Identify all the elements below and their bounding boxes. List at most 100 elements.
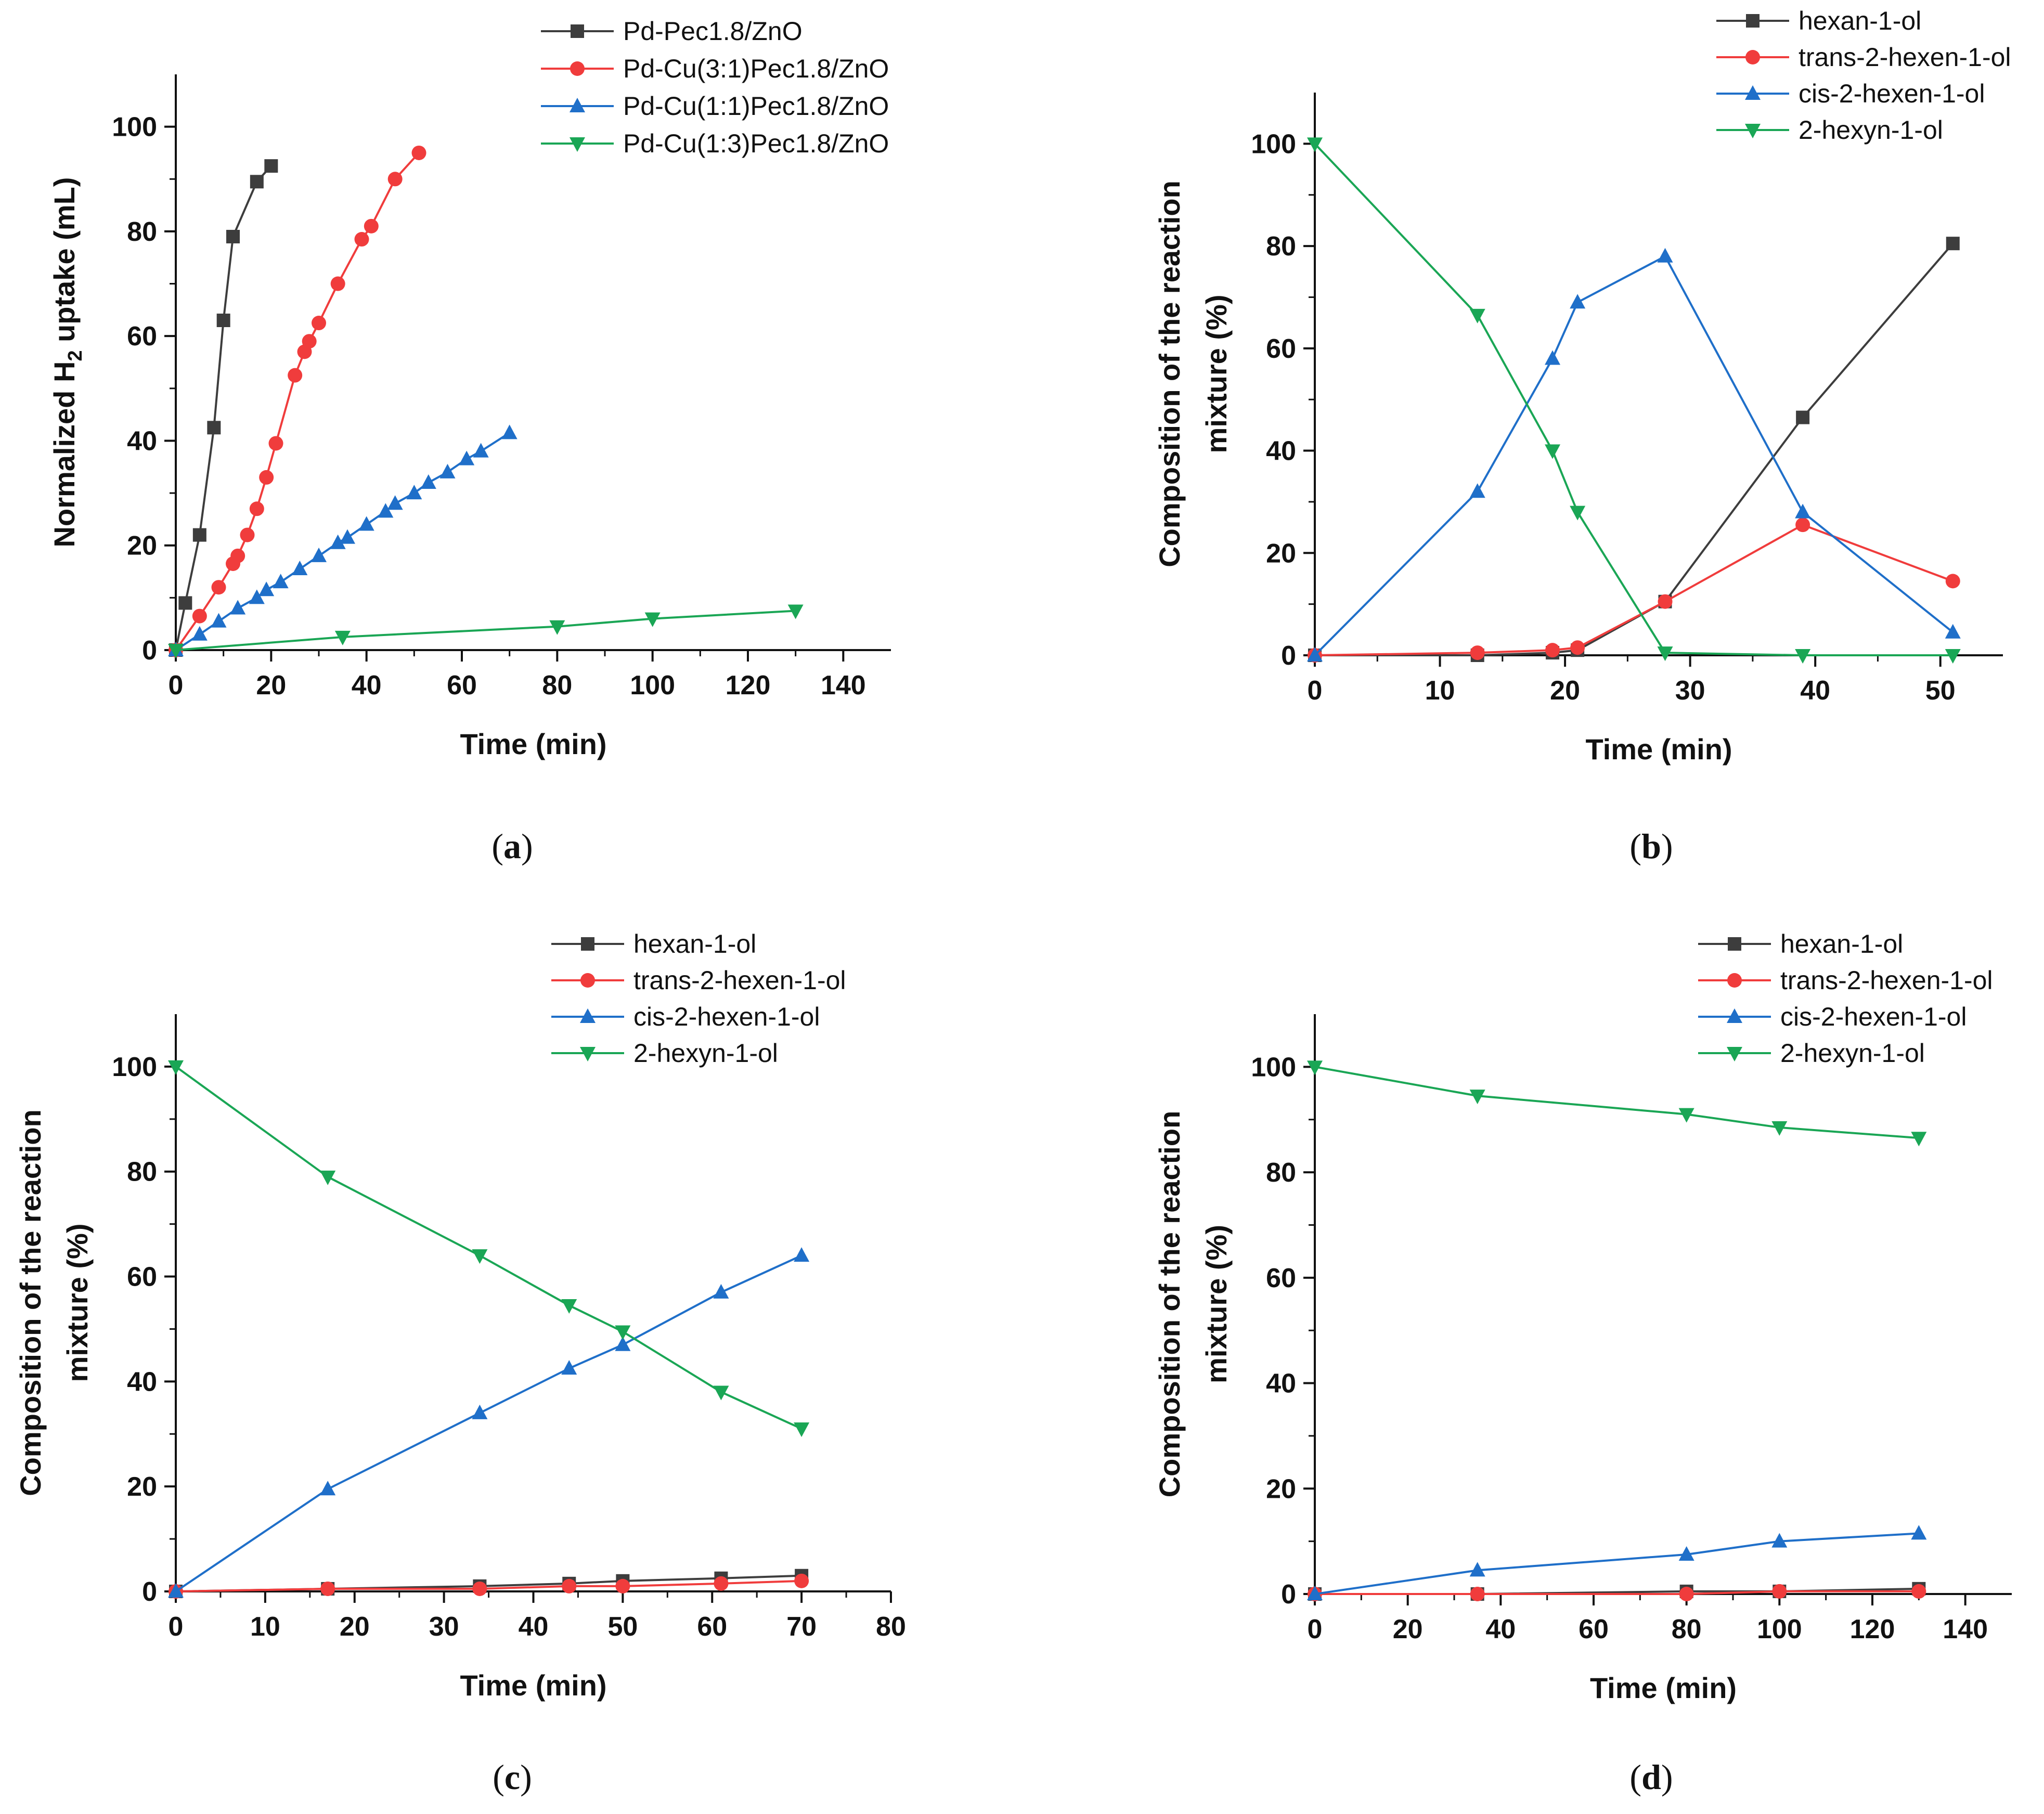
data-point bbox=[1307, 647, 1323, 662]
x-tick-label: 20 bbox=[256, 670, 286, 701]
data-point bbox=[288, 368, 303, 383]
series-line bbox=[175, 152, 420, 651]
series-2-hexyn-1-ol bbox=[168, 1060, 810, 1437]
legend-marker bbox=[580, 1008, 596, 1023]
series-line bbox=[175, 610, 796, 651]
caption-paren: ) bbox=[1661, 1757, 1673, 1797]
y-tick-label: 40 bbox=[127, 1367, 157, 1397]
x-tick-label: 120 bbox=[726, 670, 771, 701]
caption-letter: c bbox=[504, 1757, 520, 1797]
x-tick-label: 10 bbox=[1425, 676, 1455, 706]
data-point bbox=[259, 470, 274, 485]
caption-letter: a bbox=[503, 826, 521, 866]
data-point bbox=[340, 529, 355, 544]
data-point bbox=[312, 316, 326, 331]
x-axis-title: Time (min) bbox=[1585, 733, 1732, 766]
data-point bbox=[1946, 237, 1960, 251]
y-tick-label: 60 bbox=[127, 321, 157, 352]
panel-c: 0 10 20 30 40 50 60 70 80 0 20 40 60 80 100 Time (min) C… bbox=[14, 929, 906, 1797]
series-line bbox=[1314, 1066, 1919, 1139]
data-point bbox=[1570, 506, 1586, 521]
legend-marker bbox=[580, 1047, 596, 1061]
y-tick-label: 60 bbox=[127, 1262, 157, 1292]
series-line bbox=[1314, 255, 1954, 656]
y-tick-label: 100 bbox=[112, 112, 157, 142]
series-line bbox=[1314, 523, 1954, 656]
legend-label: trans-2-hexen-1-ol bbox=[633, 966, 846, 995]
series-line bbox=[1315, 242, 1954, 656]
y-tick-label: 80 bbox=[1266, 231, 1296, 262]
data-point bbox=[794, 1247, 810, 1262]
legend-label: cis-2-hexen-1-ol bbox=[1780, 1002, 1967, 1031]
y-axis-title: Normalized H2 uptake (mL) bbox=[48, 177, 86, 548]
y-axis-title-line: mixture (%) bbox=[1200, 1225, 1233, 1383]
data-point bbox=[615, 1336, 631, 1351]
data-point bbox=[420, 474, 436, 489]
y-axis-title-subscript: 2 bbox=[64, 350, 86, 361]
data-point bbox=[292, 561, 308, 576]
data-point bbox=[168, 644, 184, 658]
legend-marker bbox=[1727, 1008, 1742, 1023]
y-axis-title-line: Composition of the reaction bbox=[14, 1109, 47, 1496]
legend-marker bbox=[571, 24, 584, 38]
y-axis-title-line: Composition of the reaction bbox=[1153, 180, 1186, 567]
y-tick-label: 60 bbox=[1266, 1263, 1296, 1293]
caption-letter: d bbox=[1641, 1757, 1661, 1797]
legend-label: cis-2-hexen-1-ol bbox=[633, 1002, 820, 1031]
data-point bbox=[240, 527, 255, 542]
data-point bbox=[1657, 248, 1673, 263]
data-point bbox=[311, 547, 327, 562]
data-point bbox=[411, 145, 426, 160]
caption-paren: ) bbox=[521, 826, 533, 866]
data-point bbox=[216, 313, 230, 327]
legend-label: 2-hexyn-1-ol bbox=[1799, 115, 1943, 145]
series-cis-2-hexen-1-ol bbox=[1307, 248, 1961, 662]
legend-entry: 2-hexyn-1-ol bbox=[1698, 1039, 1925, 1068]
series-trans-2-hexen-1-ol bbox=[1308, 517, 1960, 663]
legend-marker bbox=[581, 937, 594, 951]
x-tick-label: 70 bbox=[786, 1612, 817, 1642]
y-tick-label: 80 bbox=[1266, 1158, 1296, 1188]
data-point bbox=[378, 503, 394, 518]
data-point bbox=[1570, 294, 1586, 309]
y-tick-label: 100 bbox=[112, 1052, 157, 1082]
data-point bbox=[1945, 574, 1960, 589]
legend-entry: Pd-Cu(1:1)Pec1.8/ZnO bbox=[541, 92, 889, 121]
data-point bbox=[1307, 1586, 1323, 1600]
data-point bbox=[320, 1481, 336, 1496]
data-point bbox=[1771, 1533, 1788, 1548]
legend-marker bbox=[570, 61, 585, 76]
y-tick-label: 0 bbox=[142, 636, 157, 666]
y-tick-label: 0 bbox=[142, 1577, 157, 1607]
data-point bbox=[1911, 1132, 1927, 1147]
y-tick-label: 20 bbox=[127, 531, 157, 561]
y-axis-title-part: uptake (mL) bbox=[48, 177, 81, 351]
y-tick-label: 60 bbox=[1266, 334, 1296, 364]
caption-letter: b bbox=[1641, 826, 1661, 866]
data-point bbox=[406, 485, 422, 500]
x-axis-title: Time (min) bbox=[1590, 1672, 1737, 1704]
data-point bbox=[459, 450, 475, 465]
y-tick-label: 0 bbox=[1281, 1579, 1296, 1610]
x-axis-title: Time (min) bbox=[460, 728, 606, 760]
data-point bbox=[207, 421, 221, 435]
y-axis-title-line: Composition of the reaction bbox=[1153, 1111, 1186, 1498]
legend-label: hexan-1-ol bbox=[633, 929, 756, 958]
data-point bbox=[302, 334, 317, 349]
data-point bbox=[191, 626, 208, 641]
data-point bbox=[561, 1360, 577, 1375]
x-tick-label: 40 bbox=[1800, 676, 1830, 706]
x-tick-label: 20 bbox=[1550, 676, 1580, 706]
data-point bbox=[330, 534, 346, 549]
data-point bbox=[1679, 1587, 1694, 1601]
caption-paren: ( bbox=[491, 826, 503, 866]
y-tick-label: 80 bbox=[127, 1157, 157, 1187]
caption-paren: ( bbox=[1629, 826, 1641, 866]
legend-marker bbox=[1746, 14, 1760, 28]
legend-label: Pd-Cu(3:1)Pec1.8/ZnO bbox=[623, 54, 889, 83]
x-tick-label: 0 bbox=[169, 670, 184, 701]
panel-caption: (d) bbox=[1629, 1757, 1673, 1797]
data-point bbox=[1545, 444, 1561, 459]
data-point bbox=[1795, 517, 1810, 533]
